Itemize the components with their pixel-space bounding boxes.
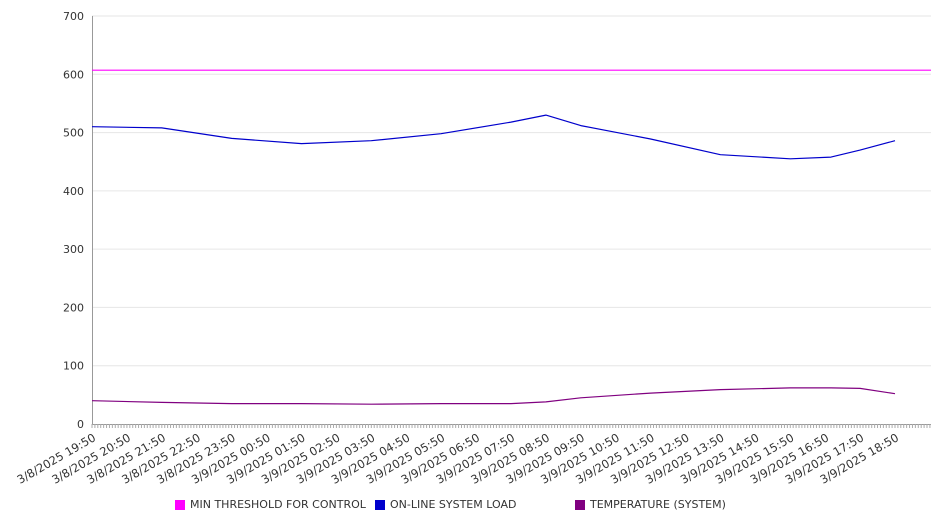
legend-item-system-load[interactable]: ON-LINE SYSTEM LOAD [375, 498, 516, 511]
y-tick-label-700: 700 [63, 10, 84, 23]
y-tick-label-0: 0 [77, 418, 84, 431]
legend: MIN THRESHOLD FOR CONTROL ON-LINE SYSTEM… [0, 498, 946, 514]
y-tick-label-100: 100 [63, 360, 84, 373]
gridlines [92, 15, 931, 367]
x-axis-tick-labels: 3/8/2025 19:503/8/2025 20:503/8/2025 21:… [14, 430, 901, 486]
legend-swatch-min-threshold [175, 499, 185, 510]
series-line-2 [91, 387, 896, 405]
y-tick-label-200: 200 [63, 301, 84, 314]
axes [91, 16, 931, 428]
legend-label-temperature: TEMPERATURE (SYSTEM) [590, 498, 726, 511]
y-tick-label-400: 400 [63, 185, 84, 198]
y-tick-label-500: 500 [63, 127, 84, 140]
line-chart: 0 100 200 300 400 500 600 700 3/8/2025 19:503/8… [14, 10, 931, 487]
legend-swatch-temperature [575, 499, 585, 510]
legend-item-min-threshold[interactable]: MIN THRESHOLD FOR CONTROL [175, 498, 366, 511]
legend-item-temperature[interactable]: TEMPERATURE (SYSTEM) [575, 498, 726, 511]
legend-label-min-threshold: MIN THRESHOLD FOR CONTROL [190, 498, 366, 511]
series-line-1 [91, 114, 896, 160]
series-lines [91, 69, 931, 405]
legend-swatch-system-load [375, 499, 385, 510]
legend-label-system-load: ON-LINE SYSTEM LOAD [390, 498, 517, 511]
y-axis-tick-labels: 0 100 200 300 400 500 600 700 [63, 10, 84, 431]
y-tick-label-300: 300 [63, 243, 84, 256]
y-tick-label-600: 600 [63, 68, 84, 81]
